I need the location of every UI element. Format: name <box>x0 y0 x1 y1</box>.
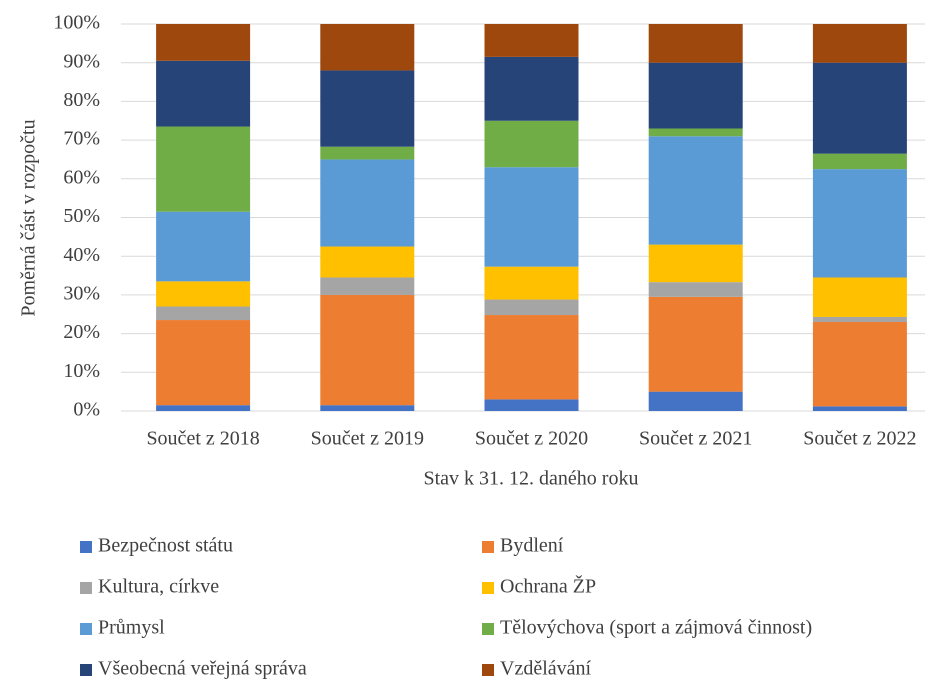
bar-segment <box>156 60 251 127</box>
bar-segment <box>484 315 579 400</box>
x-tick-label: Součet z 2019 <box>311 428 424 450</box>
y-tick-label: 100% <box>53 12 100 34</box>
y-tick-label: 60% <box>63 166 100 188</box>
x-tick-label: Součet z 2022 <box>803 428 916 450</box>
bar-segment <box>484 266 579 300</box>
legend-label: Bydlení <box>500 535 564 557</box>
legend-swatch <box>80 664 92 676</box>
bar-segment <box>812 406 907 411</box>
y-tick-label: 90% <box>63 50 100 72</box>
legend-label: Kultura, církve <box>98 576 219 598</box>
bar-segment <box>812 169 907 278</box>
bar-segment <box>320 294 415 406</box>
bar-segment <box>648 128 743 137</box>
bar-segment <box>648 136 743 245</box>
legend-swatch <box>482 623 494 635</box>
bar-segment <box>484 167 579 267</box>
bar-segment <box>484 399 579 411</box>
bar-segment <box>648 244 743 283</box>
y-tick-label: 40% <box>63 244 100 266</box>
bar-segment <box>812 277 907 317</box>
y-axis-title: Poměrná část v rozpočtu <box>18 119 40 316</box>
legend-label: Ochrana ŽP <box>500 575 596 598</box>
bar-segment <box>812 321 907 407</box>
bar-segment <box>156 126 251 212</box>
bar-segment <box>320 159 415 247</box>
y-tick-label: 10% <box>63 360 100 382</box>
bar-segment <box>320 146 415 160</box>
bar-segment <box>648 391 743 411</box>
x-axis-title: Stav k 31. 12. daného roku <box>424 468 639 490</box>
bar-segment <box>156 320 251 406</box>
legend-label: Vzdělávání <box>500 658 592 680</box>
bar-segment <box>484 24 579 57</box>
legend-swatch <box>80 582 92 594</box>
bar-segment <box>484 56 579 121</box>
bar-segment <box>812 153 907 170</box>
y-tick-label: 0% <box>73 399 100 421</box>
legend-swatch <box>482 582 494 594</box>
y-tick-label: 80% <box>63 89 100 111</box>
bar-segment <box>320 405 415 411</box>
bar-segment <box>484 299 579 316</box>
bar-segment <box>156 405 251 411</box>
bar-segment <box>812 316 907 322</box>
y-tick-label: 50% <box>63 205 100 227</box>
x-tick-label: Součet z 2021 <box>639 428 752 450</box>
bar-segment <box>320 70 415 147</box>
bar-segment <box>156 306 251 321</box>
legend-swatch <box>80 623 92 635</box>
bar-segment <box>484 120 579 168</box>
legend-label: Bezpečnost státu <box>98 535 233 557</box>
bar-segment <box>648 282 743 297</box>
bar-segment <box>812 62 907 154</box>
legend-swatch <box>482 664 494 676</box>
legend-label: Tělovýchova (sport a zájmová činnost) <box>500 617 812 639</box>
x-tick-label: Součet z 2018 <box>146 428 259 450</box>
bar-segment <box>156 24 251 61</box>
legend-swatch <box>482 541 494 553</box>
bar-segment <box>320 277 415 295</box>
y-tick-label: 20% <box>63 321 100 343</box>
bar-segment <box>648 296 743 392</box>
y-tick-label: 30% <box>63 282 100 304</box>
bar-segment <box>320 24 415 71</box>
bar-segment <box>648 24 743 63</box>
bar-segment <box>648 62 743 129</box>
bar-segment <box>156 211 251 282</box>
legend-label: Průmysl <box>98 617 165 639</box>
bar-segment <box>812 24 907 63</box>
x-tick-label: Součet z 2020 <box>475 428 588 450</box>
y-tick-label: 70% <box>63 128 100 150</box>
bar-segment <box>320 246 415 278</box>
legend-label: Všeobecná veřejná správa <box>98 658 307 680</box>
bar-segment <box>156 281 251 307</box>
legend-swatch <box>80 541 92 553</box>
